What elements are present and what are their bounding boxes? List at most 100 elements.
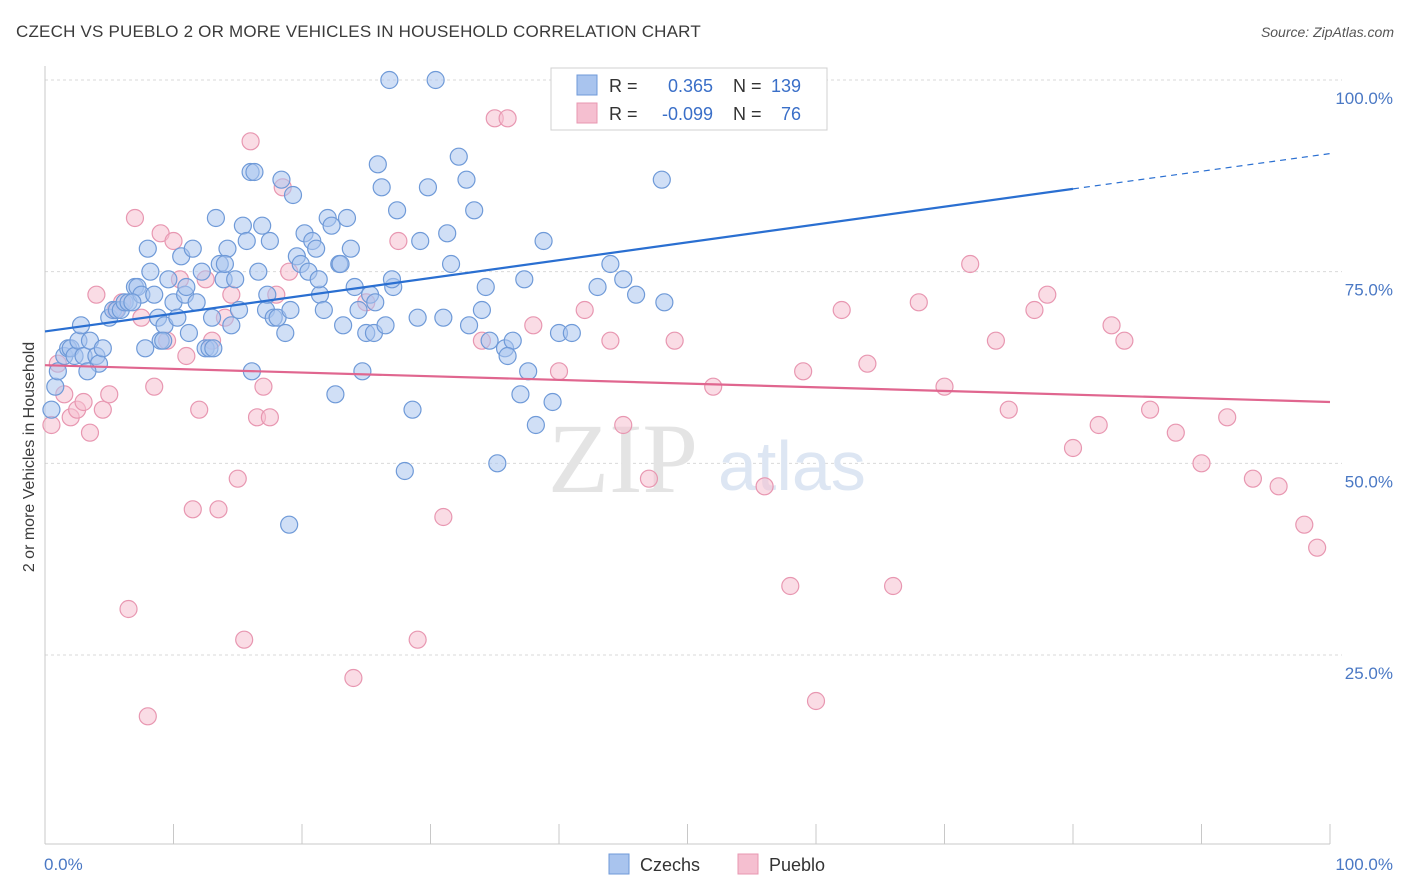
czech-point — [488, 454, 507, 473]
czech-point — [601, 254, 620, 274]
watermark-atlas: atlas — [718, 427, 866, 505]
czech-point — [449, 147, 468, 166]
pueblo-point — [164, 231, 183, 251]
czech-point — [237, 231, 256, 251]
pueblo-point — [935, 377, 954, 396]
czech-point — [159, 270, 178, 289]
x-tick-label-max: 100.0% — [1335, 855, 1393, 874]
pueblo-point — [87, 285, 106, 304]
czech-trend-line — [44, 187, 1074, 333]
czech-point — [276, 323, 295, 343]
czech-r-label: R = — [609, 76, 638, 96]
pueblo-point — [138, 707, 157, 726]
pueblo-point — [524, 316, 543, 335]
pueblo-point — [145, 377, 164, 396]
czech-r-value: 0.365 — [668, 76, 713, 96]
czech-point — [280, 515, 299, 534]
pueblo-r-label: R = — [609, 104, 638, 124]
czech-point — [283, 185, 303, 205]
pueblo-point — [119, 599, 138, 619]
y-tick-label: 75.0% — [1345, 281, 1393, 300]
pueblo-point — [408, 630, 427, 649]
pueblo-point — [93, 400, 112, 419]
czech-point — [222, 316, 241, 335]
czech-point — [42, 400, 61, 419]
x-tick-label-min: 0.0% — [44, 855, 83, 874]
pueblo-point — [1269, 477, 1288, 496]
pueblo-point — [235, 630, 254, 649]
pueblo-point — [177, 346, 196, 366]
czech-point — [326, 385, 345, 404]
pueblo-r-value: -0.099 — [662, 104, 713, 124]
czech-point — [387, 201, 407, 220]
legend-czech-label: Czechs — [640, 855, 700, 875]
czech-point — [154, 331, 173, 350]
watermark: ZIP atlas — [548, 403, 866, 514]
czech-point — [48, 362, 67, 381]
trend-lines — [44, 153, 1331, 404]
czech-point — [626, 285, 646, 304]
pueblo-point — [1102, 316, 1121, 335]
czech-point — [314, 300, 333, 320]
czech-point — [380, 70, 399, 90]
pueblo-swatch — [576, 102, 598, 124]
czech-point — [418, 178, 438, 197]
pueblo-point — [832, 300, 851, 320]
pueblo-point — [1063, 438, 1083, 458]
czech-point — [179, 323, 199, 343]
czech-point — [322, 216, 341, 235]
czech-n-label: N = — [733, 76, 762, 96]
pueblo-point — [1038, 285, 1057, 304]
pueblo-point — [1025, 300, 1044, 320]
czech-point — [272, 170, 291, 189]
czech-point — [334, 316, 353, 335]
pueblo-point — [125, 208, 145, 228]
pueblo-point — [80, 423, 100, 442]
pueblo-point — [42, 415, 61, 435]
czech-point — [260, 231, 279, 251]
czech-point — [349, 300, 368, 320]
pueblo-point — [639, 469, 659, 488]
czech-point — [341, 239, 360, 258]
czech-point — [543, 392, 562, 412]
czech-point — [145, 285, 164, 304]
czech-point — [204, 339, 223, 358]
pueblo-point — [1295, 515, 1314, 534]
czech-point — [426, 70, 445, 90]
pueblo-point — [222, 285, 241, 304]
czech-point — [309, 270, 328, 289]
czech-point — [526, 415, 545, 435]
czech-point — [519, 362, 538, 381]
pueblo-n-value: 76 — [781, 104, 801, 124]
y-tick-labels: 25.0% 50.0% 75.0% 100.0% — [1335, 89, 1393, 683]
legend: Czechs Pueblo — [608, 853, 825, 875]
czech-point — [202, 308, 222, 327]
czech-point — [411, 231, 430, 251]
czech-point — [534, 231, 553, 251]
czech-point — [177, 277, 196, 297]
czech-point — [588, 277, 607, 297]
czech-swatch — [576, 74, 598, 96]
czech-point — [123, 293, 142, 312]
pueblo-point — [241, 132, 260, 151]
legend-pueblo-label: Pueblo — [769, 855, 825, 875]
pueblo-point — [1308, 538, 1327, 557]
pueblo-point — [704, 377, 723, 396]
pueblo-point — [254, 377, 273, 396]
y-axis-label: 2 or more Vehicles in Household — [21, 342, 38, 572]
pueblo-point — [1243, 469, 1263, 488]
pueblo-n-label: N = — [733, 104, 762, 124]
czech-point — [459, 316, 479, 335]
grid-lines — [45, 79, 1342, 656]
czech-point — [515, 270, 534, 289]
czech-point — [136, 339, 155, 358]
pueblo-point — [794, 362, 813, 381]
pueblo-point — [858, 354, 877, 373]
czech-point — [503, 331, 522, 350]
pueblo-point — [74, 392, 93, 412]
pueblo-point — [806, 691, 826, 711]
czech-point — [253, 216, 272, 235]
czech-point — [457, 170, 476, 189]
czech-point — [376, 316, 395, 335]
czech-point — [245, 162, 264, 182]
